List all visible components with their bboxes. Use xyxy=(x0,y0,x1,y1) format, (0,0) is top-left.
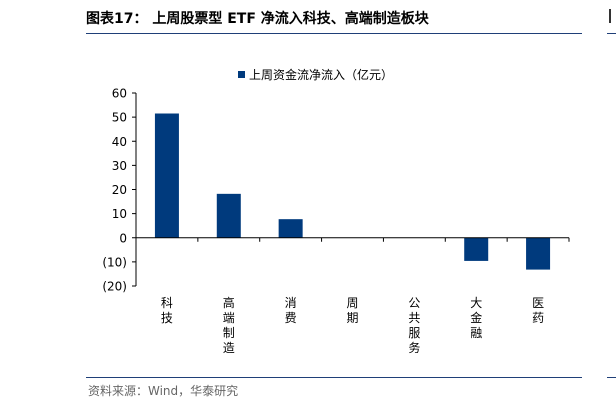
bar xyxy=(464,237,489,261)
title-rule xyxy=(86,33,582,34)
clipped-edge-rule-top xyxy=(607,33,616,34)
x-category-label: 大金融 xyxy=(470,296,482,340)
y-tick-label: 30 xyxy=(112,159,127,173)
y-tick-label: 20 xyxy=(112,183,127,197)
x-category-label: 高端制造 xyxy=(223,295,235,355)
clipped-edge-rule-bottom xyxy=(607,377,616,378)
y-tick-label: 40 xyxy=(112,135,127,149)
source-note: 资料来源：Wind，华泰研究 xyxy=(88,384,239,398)
bar xyxy=(216,193,241,238)
legend-swatch xyxy=(238,71,245,78)
y-tick-label: (20) xyxy=(102,280,127,294)
figure-title: 图表17： 上周股票型 ETF 净流入科技、高端制造板块 xyxy=(86,11,429,27)
y-tick-label: 0 xyxy=(119,231,127,245)
legend-label: 上周资金流净流入（亿元） xyxy=(249,67,393,82)
bars xyxy=(154,113,551,270)
footer-rule xyxy=(86,377,582,378)
x-category-label: 科技 xyxy=(161,296,173,325)
x-category-label: 周期 xyxy=(346,296,358,325)
x-axis: 科技 高端制造 消费 周期 公共服务 大金融 医药 xyxy=(135,237,570,355)
y-tick-label: (10) xyxy=(102,255,127,269)
x-category-label: 消费 xyxy=(285,296,297,325)
bar xyxy=(526,237,551,270)
bar xyxy=(278,219,303,238)
bar xyxy=(154,113,179,238)
y-tick-label: 60 xyxy=(112,87,127,101)
y-tick-label: 10 xyxy=(112,207,127,221)
x-category-label: 公共服务 xyxy=(408,296,420,355)
legend: 上周资金流净流入（亿元） xyxy=(238,67,393,82)
x-category-label: 医药 xyxy=(532,296,544,325)
y-tick-label: 50 xyxy=(112,111,127,125)
clipped-edge-glyph xyxy=(609,9,616,23)
y-axis: 60 50 40 30 20 10 0 (10) (20) xyxy=(102,87,137,294)
